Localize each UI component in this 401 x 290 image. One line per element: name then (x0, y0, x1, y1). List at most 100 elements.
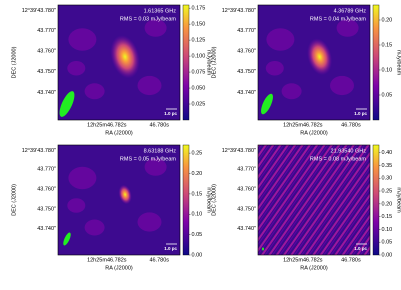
y-axis-label: DEC (J2000) (211, 184, 217, 216)
image-frame (257, 4, 371, 121)
colorbar-tick-label: 0.025 (192, 101, 206, 107)
noise-blob (68, 28, 97, 51)
noise-blob (144, 158, 167, 176)
frequency-label: 8.63188 GHz (144, 148, 177, 154)
x-tick-label: 46.780s (149, 122, 169, 128)
x-tick-label: 12h25m46.782s (87, 122, 127, 128)
source-emission (110, 35, 140, 79)
colorbar-tick-label: 0.150 (192, 22, 206, 28)
colorbar-tick-label: 0.125 (192, 38, 206, 44)
colorbar-tick-label: 0.175 (192, 6, 206, 12)
y-tick-label: 43.760" (37, 48, 56, 54)
colorbar-tick-label: 0.40 (382, 150, 393, 156)
noise-blob (84, 83, 105, 100)
y-tick-label: 43.760" (37, 186, 56, 192)
colorbar (372, 144, 380, 256)
y-tick-label: 12°39'43.780" (222, 148, 256, 154)
y-tick-label: 43.740" (37, 226, 56, 232)
colorbar-tick-label: 0.15 (382, 214, 393, 220)
y-tick-label: 43.750" (37, 69, 56, 75)
noise-blob (68, 166, 97, 190)
frequency-label: 1.61365 GHz (144, 8, 177, 14)
x-tick-label: 46.780s (341, 257, 361, 263)
source-emission (307, 38, 333, 76)
y-tick-label: 43.760" (237, 186, 256, 192)
colorbar-tick-label: 0.05 (382, 92, 393, 98)
noise-blob (67, 198, 86, 213)
y-tick-label: 12°39'43.780" (22, 8, 56, 14)
scale-bar-label: 1.0 pc (354, 246, 367, 251)
x-axis-label: RA (J2000) (105, 265, 133, 271)
colorbar-tick-label: 0.05 (382, 240, 393, 246)
colorbar-label: mJy/beam (206, 50, 212, 76)
y-tick-label: 43.750" (237, 206, 256, 212)
rms-label: RMS = 0.05 mJy/beam (120, 156, 177, 162)
colorbar-tick-label: 0.35 (382, 163, 393, 169)
x-axis-label: RA (J2000) (105, 130, 133, 136)
colorbar-tick-label: 0.00 (192, 252, 203, 258)
beam (59, 91, 75, 117)
colorbar-tick-label: 0.25 (382, 188, 393, 194)
colorbar-tick-label: 0.25 (192, 151, 203, 157)
image-background (258, 145, 370, 255)
colorbar-tick-label: 0.05 (192, 232, 203, 238)
colorbar-tick-label: 0.100 (192, 54, 206, 60)
colorbar-tick-label: 0.20 (192, 171, 203, 177)
x-tick-label: 12h25m46.782s (283, 122, 323, 128)
image-frame (57, 144, 181, 256)
colorbar-tick-label: 0.10 (382, 227, 393, 233)
x-tick-label: 12h25m46.782s (87, 257, 127, 263)
noise-blob (266, 28, 295, 51)
y-tick-label: 12°39'43.780" (22, 148, 56, 154)
beam (261, 93, 273, 115)
colorbar-tick-label: 0.10 (192, 212, 203, 218)
scale-bar-label: 1.0 pc (354, 111, 367, 116)
colorbar (372, 4, 380, 121)
image-frame (257, 144, 371, 256)
colorbar-tick-label: 0.15 (382, 42, 393, 48)
y-axis-label: DEC (J2000) (11, 184, 17, 216)
frequency-label: 4.36789 GHz (334, 8, 367, 14)
noise-blob (281, 83, 302, 100)
source-emission (118, 184, 132, 205)
colorbar-label: mJy/beam (396, 50, 401, 76)
colorbar-label: mJy/beam (206, 187, 212, 213)
x-tick-label: 12h25m46.782s (283, 257, 323, 263)
colorbar-tick-label: 0.20 (382, 17, 393, 23)
x-tick-label: 46.780s (341, 122, 361, 128)
noise-blob (336, 19, 359, 37)
x-tick-label: 46.780s (149, 257, 169, 263)
y-tick-label: 43.770" (37, 28, 56, 34)
colorbar-tick-label: 0.15 (192, 191, 203, 197)
colorbar-label: mJy/beam (396, 187, 401, 213)
scale-bar-label: 1.0 pc (164, 111, 177, 116)
y-tick-label: 43.750" (37, 206, 56, 212)
beam (262, 247, 264, 251)
colorbar (182, 144, 190, 256)
colorbar-tick-label: 0.00 (382, 252, 393, 258)
image-frame (57, 4, 181, 121)
colorbar-tick-label: 0.075 (192, 70, 206, 76)
noise-blob (144, 19, 167, 37)
y-tick-label: 43.740" (237, 90, 256, 96)
y-tick-label: 43.750" (237, 69, 256, 75)
y-tick-label: 43.770" (237, 28, 256, 34)
y-tick-label: 43.740" (37, 90, 56, 96)
colorbar-tick-label: 0.10 (382, 67, 393, 73)
y-tick-label: 43.740" (237, 226, 256, 232)
y-axis-label: DEC (J2000) (211, 46, 217, 78)
noise-blob (137, 75, 162, 96)
frequency-label: 21.93540 GHz (331, 148, 367, 154)
y-tick-label: 43.770" (37, 167, 56, 173)
colorbar (182, 4, 190, 121)
x-axis-label: RA (J2000) (300, 130, 328, 136)
rms-label: RMS = 0.08 mJy/beam (310, 156, 367, 162)
noise-blob (265, 61, 284, 76)
colorbar-tick-label: 0.30 (382, 176, 393, 182)
noise-blob (330, 75, 354, 96)
y-tick-label: 12°39'43.780" (222, 8, 256, 14)
colorbar-tick-label: 0.20 (382, 201, 393, 207)
y-tick-label: 43.770" (237, 167, 256, 173)
y-axis-label: DEC (J2000) (11, 46, 17, 78)
